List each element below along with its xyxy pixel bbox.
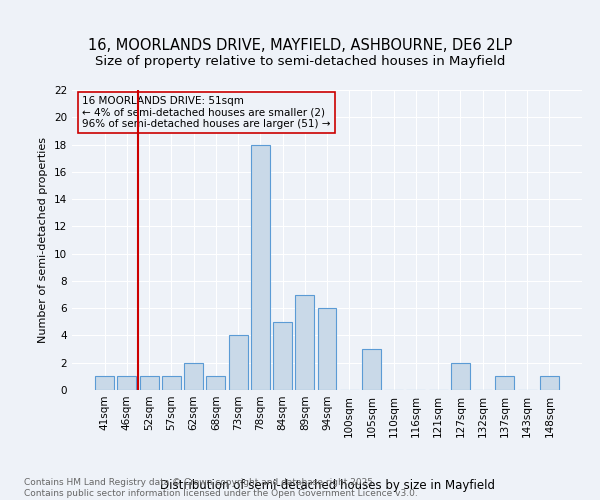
Bar [140,376,158,390]
Bar [451,362,470,390]
Bar [162,376,181,390]
Bar [540,376,559,390]
Bar [251,144,270,390]
Bar [206,376,225,390]
Bar [184,362,203,390]
Bar [317,308,337,390]
Y-axis label: Number of semi-detached properties: Number of semi-detached properties [38,137,49,343]
Text: 16, MOORLANDS DRIVE, MAYFIELD, ASHBOURNE, DE6 2LP: 16, MOORLANDS DRIVE, MAYFIELD, ASHBOURNE… [88,38,512,52]
Bar [118,376,136,390]
Bar [95,376,114,390]
X-axis label: Distribution of semi-detached houses by size in Mayfield: Distribution of semi-detached houses by … [160,478,494,492]
Text: 16 MOORLANDS DRIVE: 51sqm
← 4% of semi-detached houses are smaller (2)
96% of se: 16 MOORLANDS DRIVE: 51sqm ← 4% of semi-d… [82,96,331,129]
Text: Size of property relative to semi-detached houses in Mayfield: Size of property relative to semi-detach… [95,54,505,68]
Bar [295,294,314,390]
Bar [229,336,248,390]
Bar [496,376,514,390]
Bar [273,322,292,390]
Bar [362,349,381,390]
Text: Contains HM Land Registry data © Crown copyright and database right 2025.
Contai: Contains HM Land Registry data © Crown c… [24,478,418,498]
